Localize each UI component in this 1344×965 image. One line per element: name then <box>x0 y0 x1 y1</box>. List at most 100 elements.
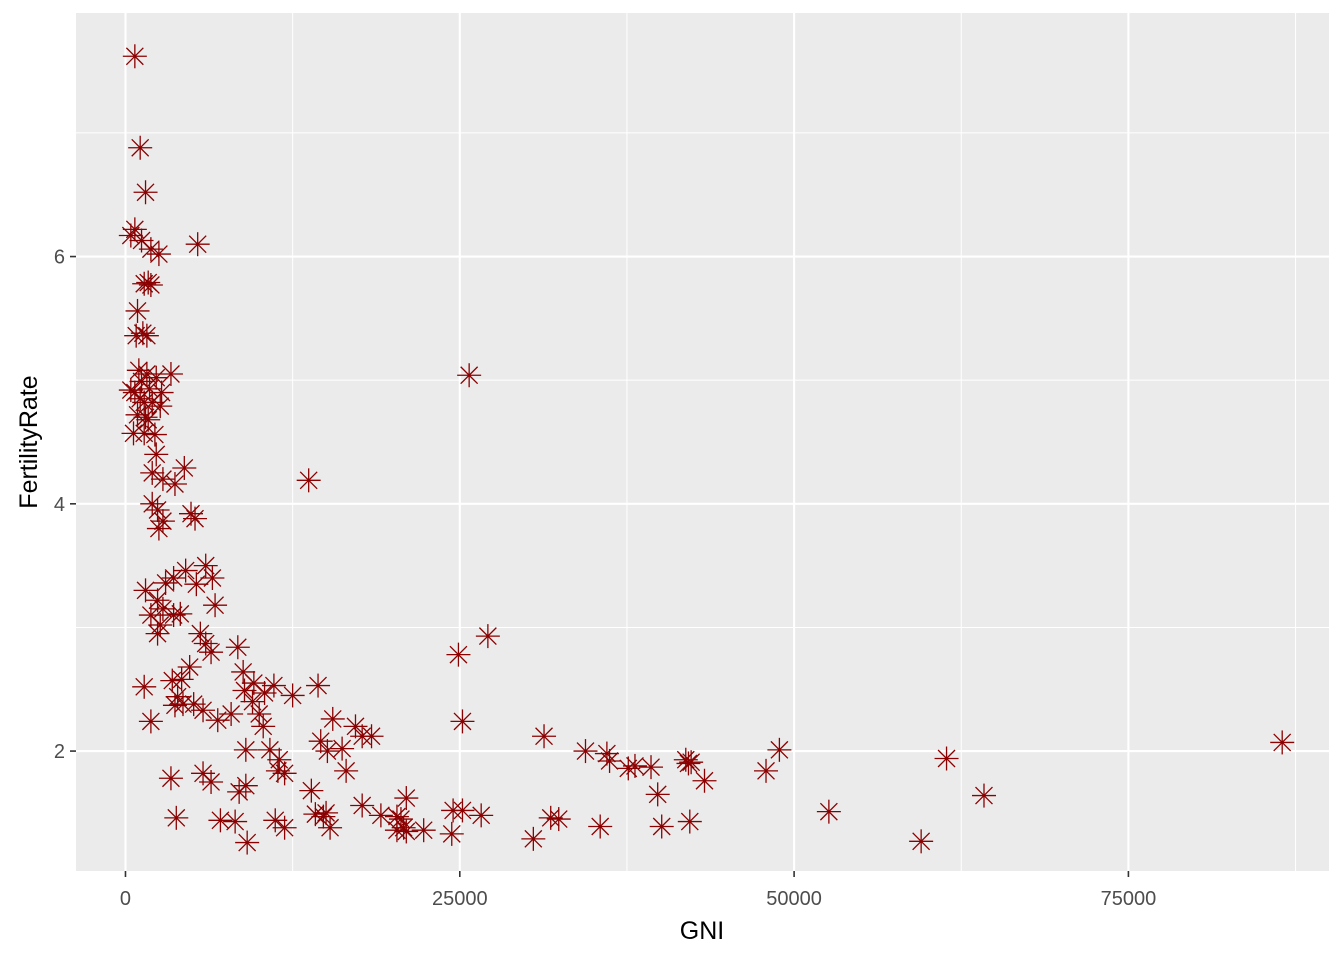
data-point <box>132 421 157 446</box>
data-point <box>199 769 224 794</box>
data-point <box>252 680 277 705</box>
data-point <box>394 819 419 844</box>
data-point <box>227 779 252 804</box>
data-point <box>909 829 934 854</box>
data-point <box>150 509 175 534</box>
data-point <box>971 783 996 808</box>
data-point <box>391 815 416 840</box>
data-point <box>676 751 701 776</box>
data-point <box>158 362 183 387</box>
data-point <box>439 821 464 846</box>
data-point <box>203 593 228 618</box>
data-point <box>145 621 170 646</box>
data-point <box>457 363 482 388</box>
y-tick-label: 4 <box>54 494 65 516</box>
data-point <box>200 565 225 590</box>
data-point <box>164 805 189 830</box>
data-point <box>546 807 571 832</box>
data-point <box>475 624 500 649</box>
x-tick-label: 25000 <box>432 888 488 910</box>
data-point <box>160 668 185 693</box>
data-point <box>219 701 244 726</box>
data-point <box>296 468 321 493</box>
data-point <box>280 683 305 708</box>
data-point <box>639 755 664 780</box>
data-point <box>616 756 641 781</box>
data-point <box>306 673 331 698</box>
data-point <box>334 758 359 783</box>
data-point <box>318 815 343 840</box>
data-point <box>153 570 178 595</box>
y-axis-title: FertilityRate <box>15 375 43 508</box>
data-point <box>265 758 290 783</box>
x-tick-label: 50000 <box>766 888 822 910</box>
data-point <box>330 736 355 761</box>
data-point <box>162 693 187 718</box>
data-point <box>573 739 598 764</box>
data-point <box>622 753 647 778</box>
data-point <box>1270 730 1295 755</box>
data-point <box>446 642 471 667</box>
data-point <box>469 803 494 828</box>
data-point <box>235 830 260 855</box>
data-point <box>299 778 324 803</box>
data-point <box>532 724 557 749</box>
data-point <box>343 714 368 739</box>
data-point <box>146 242 171 267</box>
data-point <box>597 748 622 773</box>
data-point <box>122 217 147 242</box>
data-point <box>125 298 150 323</box>
data-point <box>692 768 717 793</box>
data-point <box>754 758 779 783</box>
data-point <box>205 708 230 733</box>
data-point <box>158 766 183 791</box>
data-point <box>311 804 336 829</box>
data-point <box>225 635 250 660</box>
data-point <box>677 809 702 834</box>
data-point <box>208 808 233 833</box>
x-tick-label: 75000 <box>1101 888 1157 910</box>
data-point <box>272 761 297 786</box>
data-point <box>191 698 216 723</box>
data-point <box>679 750 704 775</box>
data-point <box>144 365 169 390</box>
data-point <box>315 739 340 764</box>
data-point <box>133 180 158 205</box>
data-point <box>130 321 155 346</box>
data-point <box>308 729 333 754</box>
data-point <box>183 506 208 531</box>
data-points <box>118 44 1295 855</box>
data-point <box>193 553 218 578</box>
data-point <box>272 815 297 840</box>
grid-major <box>76 13 1329 871</box>
data-point <box>188 621 213 646</box>
data-point <box>767 737 792 762</box>
data-point <box>368 803 393 828</box>
data-point <box>594 741 619 766</box>
data-point <box>816 799 841 824</box>
y-tick-label: 2 <box>54 741 65 763</box>
data-point <box>118 223 143 248</box>
data-point <box>649 814 674 839</box>
y-axis: 2 4 6 <box>54 247 76 763</box>
data-point <box>359 724 384 749</box>
data-point <box>148 394 173 419</box>
data-point <box>142 422 167 447</box>
data-point <box>173 558 198 583</box>
data-point <box>138 272 163 297</box>
data-point <box>128 135 153 160</box>
data-point <box>168 601 193 626</box>
data-point <box>146 516 171 541</box>
data-point <box>588 814 613 839</box>
data-point <box>132 674 157 699</box>
data-point <box>223 809 248 834</box>
x-axis: 0 25000 50000 75000 <box>120 871 1156 910</box>
plot-panel <box>76 13 1329 871</box>
data-point <box>134 323 159 348</box>
data-point <box>122 44 147 69</box>
data-point <box>184 572 209 597</box>
data-point <box>934 746 959 771</box>
data-point <box>177 655 202 680</box>
